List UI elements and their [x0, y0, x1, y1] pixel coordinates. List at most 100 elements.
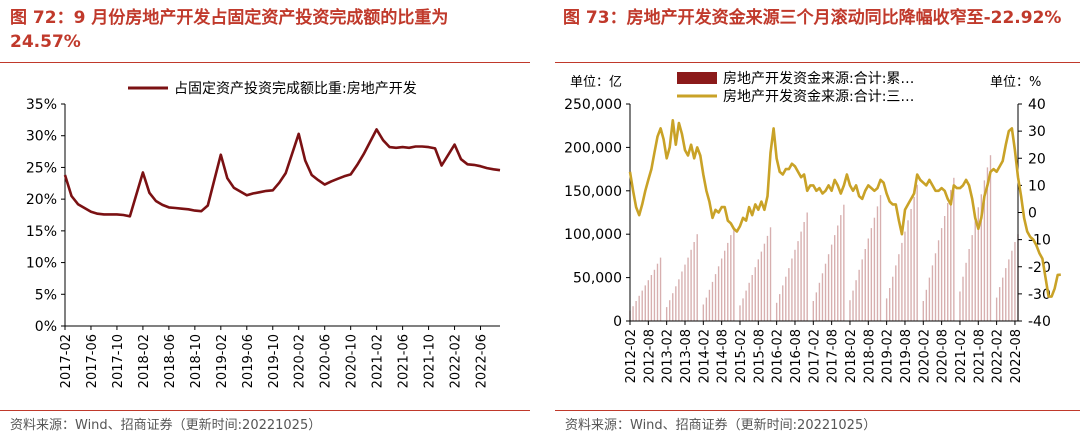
right-bar	[931, 265, 934, 321]
left-y-tick-label: 35%	[26, 97, 57, 113]
right-bar	[705, 297, 708, 321]
left-line-chart: 0% 5% 10% 15% 20% 25% 30% 35% 2017-02 2017-06 2017…	[26, 81, 501, 388]
right-bar	[754, 267, 756, 321]
right-bar	[1014, 242, 1016, 321]
right-bar	[898, 254, 900, 321]
right-bar	[1002, 277, 1004, 321]
right-bar	[742, 298, 744, 321]
right-title-divider	[555, 62, 1080, 63]
right-bar	[876, 206, 879, 321]
right-bar	[928, 277, 931, 321]
right-bar	[971, 235, 973, 321]
right-bar	[861, 259, 863, 321]
right-combo-chart: 单位：亿 单位：% 0 50,000 100,000 150,000 200,000 250,…	[564, 71, 1061, 383]
left-x-tick-label: 2021-02	[371, 334, 386, 388]
right-bar	[895, 265, 897, 321]
right-bar	[989, 155, 992, 321]
right-bar	[867, 238, 869, 321]
right-y-left-tick-label: 250,000	[564, 97, 622, 113]
right-legend-line-label: 房地产开发资金来源:合计:三…	[723, 89, 914, 105]
right-bar	[720, 258, 723, 321]
left-x-tick-label: 2018-02	[137, 334, 152, 388]
left-x-tick-label: 2020-06	[319, 334, 334, 388]
left-legend-label: 占固定资产投资完成额比重:房地产开发	[174, 81, 417, 97]
right-bar	[760, 251, 763, 321]
right-bar	[641, 290, 643, 321]
right-y-right-tick-label: 20	[1028, 151, 1046, 167]
right-bar	[947, 203, 949, 321]
right-x-tick-label: 2015-08	[752, 329, 767, 383]
right-bar	[638, 295, 640, 321]
right-bar	[788, 268, 790, 321]
right-bar	[818, 282, 821, 321]
right-x-tick-label: 2018-08	[862, 329, 877, 383]
right-bar	[998, 287, 1001, 321]
right-bar	[757, 259, 759, 321]
right-bar	[852, 290, 854, 321]
right-bar	[653, 269, 656, 321]
right-bar	[922, 301, 924, 321]
left-x-tick-label: 2019-06	[241, 334, 256, 388]
right-bar	[739, 305, 741, 321]
right-bar	[916, 184, 918, 321]
right-bar	[965, 262, 967, 321]
right-bar	[791, 258, 793, 321]
right-bar	[879, 195, 882, 321]
right-bar	[1008, 259, 1010, 321]
right-y-right-tick-label: -10	[1028, 233, 1051, 249]
left-x-tick-label: 2018-06	[163, 334, 178, 388]
left-y-tick-label: 20%	[26, 192, 57, 208]
left-x-tick-label: 2021-10	[423, 334, 438, 388]
right-x-tick-label: 2020-02	[917, 329, 932, 383]
right-bar	[913, 196, 915, 321]
right-x-tick-label: 2013-08	[679, 329, 694, 383]
left-x-tick-label: 2018-10	[189, 334, 204, 388]
right-x-tick-label: 2014-08	[716, 329, 731, 383]
right-bar	[803, 222, 805, 321]
left-x-tick-label: 2020-02	[293, 334, 308, 388]
right-bar	[675, 286, 677, 321]
right-bar	[925, 289, 928, 321]
right-bar	[711, 281, 714, 321]
right-bar	[858, 269, 860, 321]
right-bar	[800, 231, 802, 321]
right-x-tick-label: 2016-02	[771, 329, 786, 383]
right-x-tick-label: 2017-08	[826, 329, 841, 383]
right-y-right-tick-label: -40	[1028, 314, 1051, 330]
right-bar	[659, 257, 662, 321]
right-y-right-tick-label: 0	[1028, 206, 1037, 222]
right-y-left-tick-label: 100,000	[564, 227, 622, 243]
right-bar	[937, 240, 940, 321]
right-bar	[855, 280, 857, 321]
right-legend-bar-swatch	[677, 72, 717, 84]
left-y-tick-label: 10%	[26, 256, 57, 272]
right-bar	[977, 207, 979, 321]
left-x-tick-label: 2022-06	[475, 334, 490, 388]
left-title-divider	[0, 62, 530, 63]
right-bar	[635, 301, 637, 321]
right-yoy-line	[628, 118, 1061, 298]
right-bar	[724, 250, 726, 321]
left-x-tick-label: 2019-10	[267, 334, 282, 388]
right-x-tick-label: 2014-02	[697, 329, 712, 383]
right-x-tick-label: 2021-02	[954, 329, 969, 383]
right-bar	[730, 235, 732, 321]
right-bar	[830, 244, 833, 321]
right-bar	[696, 234, 698, 321]
left-x-tick-label: 2022-02	[449, 334, 464, 388]
left-x-tick-label: 2017-02	[59, 334, 74, 388]
right-bar	[681, 271, 683, 321]
left-x-tick-label: 2019-02	[215, 334, 230, 388]
right-bar	[959, 291, 961, 321]
right-bar	[892, 276, 894, 321]
right-bar	[748, 282, 750, 321]
right-bar	[962, 276, 964, 321]
right-bar	[974, 221, 976, 321]
left-series-line	[63, 128, 501, 218]
right-bar	[766, 235, 769, 321]
right-bar	[665, 307, 668, 321]
right-bar	[745, 290, 747, 321]
right-bar	[687, 257, 689, 321]
right-legend-bar-label: 房地产开发资金来源:合计:累…	[723, 71, 914, 87]
right-bar	[650, 275, 653, 321]
